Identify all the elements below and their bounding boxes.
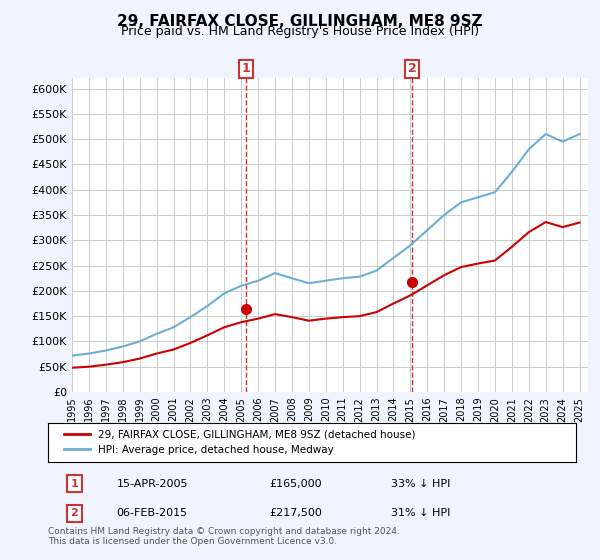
Text: Price paid vs. HM Land Registry's House Price Index (HPI): Price paid vs. HM Land Registry's House … <box>121 25 479 38</box>
Text: £217,500: £217,500 <box>270 508 323 518</box>
Text: 2: 2 <box>71 508 78 518</box>
Text: 15-APR-2005: 15-APR-2005 <box>116 479 188 489</box>
Text: 2: 2 <box>407 62 416 75</box>
Legend: 29, FAIRFAX CLOSE, GILLINGHAM, ME8 9SZ (detached house), HPI: Average price, det: 29, FAIRFAX CLOSE, GILLINGHAM, ME8 9SZ (… <box>58 424 421 460</box>
Text: 06-FEB-2015: 06-FEB-2015 <box>116 508 188 518</box>
Text: £165,000: £165,000 <box>270 479 322 489</box>
Text: Contains HM Land Registry data © Crown copyright and database right 2024.
This d: Contains HM Land Registry data © Crown c… <box>48 526 400 546</box>
Text: 1: 1 <box>71 479 78 489</box>
Text: 31% ↓ HPI: 31% ↓ HPI <box>391 508 451 518</box>
Text: 33% ↓ HPI: 33% ↓ HPI <box>391 479 451 489</box>
Text: 1: 1 <box>242 62 250 75</box>
Text: 29, FAIRFAX CLOSE, GILLINGHAM, ME8 9SZ: 29, FAIRFAX CLOSE, GILLINGHAM, ME8 9SZ <box>117 14 483 29</box>
